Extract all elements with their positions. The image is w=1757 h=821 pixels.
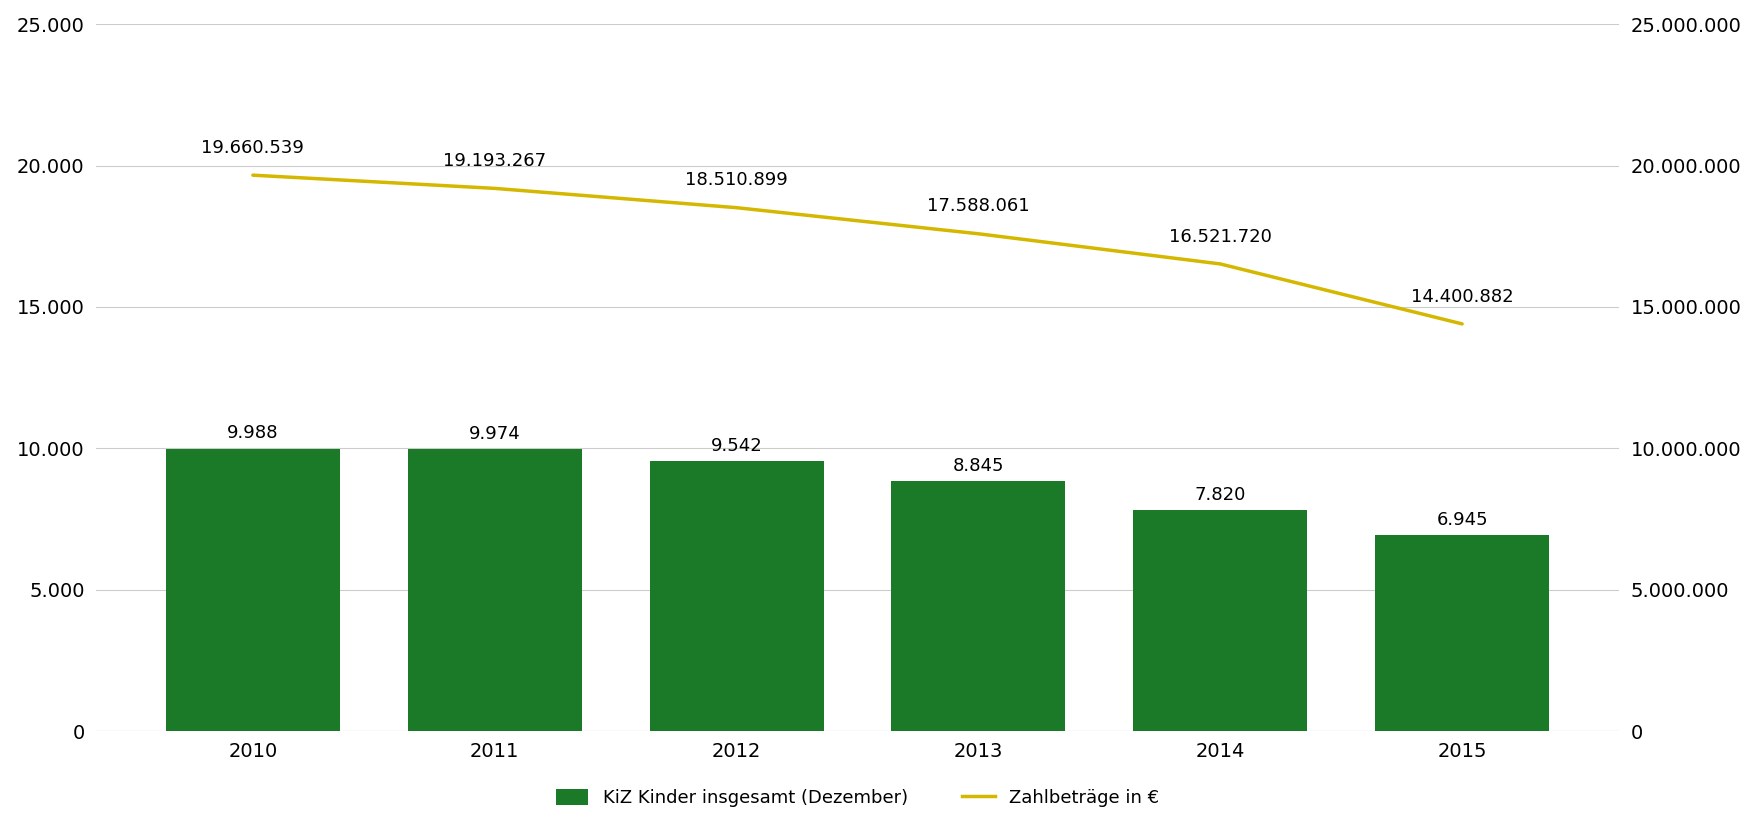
Text: 19.193.267: 19.193.267 bbox=[443, 152, 546, 170]
Text: 18.510.899: 18.510.899 bbox=[685, 172, 787, 190]
Legend: KiZ Kinder insgesamt (Dezember), Zahlbeträge in €: KiZ Kinder insgesamt (Dezember), Zahlbet… bbox=[548, 782, 1165, 814]
Text: 7.820: 7.820 bbox=[1195, 486, 1246, 504]
Text: 14.400.882: 14.400.882 bbox=[1411, 287, 1513, 305]
Text: 6.945: 6.945 bbox=[1435, 511, 1486, 529]
Text: 16.521.720: 16.521.720 bbox=[1168, 227, 1270, 245]
Text: 19.660.539: 19.660.539 bbox=[202, 139, 304, 157]
Text: 8.845: 8.845 bbox=[952, 456, 1003, 475]
Bar bbox=[891, 481, 1065, 732]
Bar bbox=[1374, 534, 1548, 732]
Bar bbox=[1133, 510, 1307, 732]
Text: 9.974: 9.974 bbox=[469, 425, 520, 443]
Bar bbox=[408, 449, 582, 732]
Text: 9.988: 9.988 bbox=[227, 424, 278, 443]
Bar bbox=[648, 461, 824, 732]
Text: 17.588.061: 17.588.061 bbox=[926, 197, 1030, 215]
Text: 9.542: 9.542 bbox=[710, 437, 763, 455]
Bar bbox=[165, 449, 339, 732]
